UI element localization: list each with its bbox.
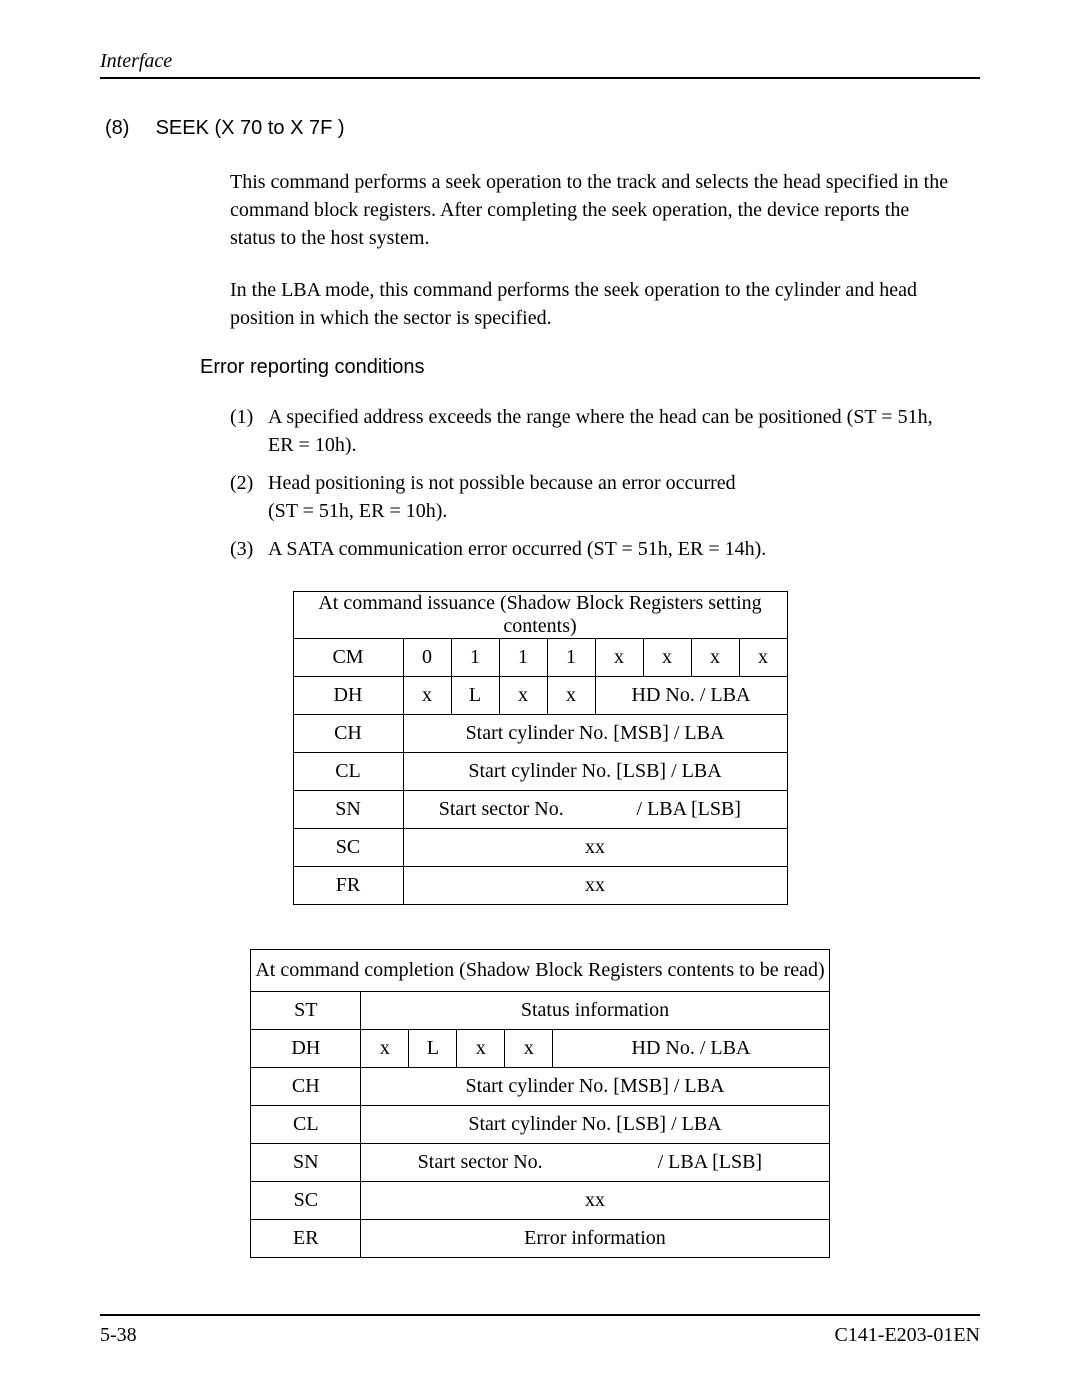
full-cell: xx xyxy=(403,867,787,905)
sn-right: / LBA [LSB] xyxy=(595,798,783,821)
row-label: SN xyxy=(251,1144,361,1182)
table-row: ER Error information xyxy=(251,1220,829,1258)
bit-cell: x xyxy=(457,1030,505,1068)
row-label: CH xyxy=(293,715,403,753)
table-row: SN Start sector No. / LBA [LSB] xyxy=(293,791,787,829)
error-heading: Error reporting conditions xyxy=(200,356,980,379)
bit-cell: x xyxy=(739,639,787,677)
row-label: CL xyxy=(293,753,403,791)
document-id: C141-E203-01EN xyxy=(834,1324,980,1347)
row-label: CL xyxy=(251,1106,361,1144)
bit-cell: 0 xyxy=(403,639,451,677)
table-row: SC xx xyxy=(251,1182,829,1220)
header-title: Interface xyxy=(100,50,172,72)
bit-cell: x xyxy=(595,639,643,677)
row-label: FR xyxy=(293,867,403,905)
paragraph-1: This command performs a seek operation t… xyxy=(230,168,950,252)
row-label: ST xyxy=(251,992,361,1030)
table-row: DH x L x x HD No. / LBA xyxy=(293,677,787,715)
error-list: (1) A specified address exceeds the rang… xyxy=(230,403,950,563)
bit-cell: x xyxy=(361,1030,409,1068)
table-title: At command issuance (Shadow Block Regist… xyxy=(293,592,787,639)
row-label: CM xyxy=(293,639,403,677)
section-title: (8) SEEK (X 70 to X 7F ) xyxy=(105,117,980,140)
bit-cell: x xyxy=(499,677,547,715)
full-cell: Start sector No. / LBA [LSB] xyxy=(403,791,787,829)
table-title-row: At command completion (Shadow Block Regi… xyxy=(251,950,829,992)
bit-cell: x xyxy=(403,677,451,715)
error-text: Head positioning is not possible because… xyxy=(268,469,950,525)
merged-cell: HD No. / LBA xyxy=(595,677,787,715)
row-label: SC xyxy=(293,829,403,867)
full-cell: Status information xyxy=(361,992,829,1030)
table-row: ST Status information xyxy=(251,992,829,1030)
bit-cell: 1 xyxy=(451,639,499,677)
row-label: CH xyxy=(251,1068,361,1106)
full-cell: Start cylinder No. [LSB] / LBA xyxy=(403,753,787,791)
table-row: CH Start cylinder No. [MSB] / LBA xyxy=(293,715,787,753)
row-label: DH xyxy=(251,1030,361,1068)
merged-cell: HD No. / LBA xyxy=(553,1030,829,1068)
table-row: CL Start cylinder No. [LSB] / LBA xyxy=(251,1106,829,1144)
footer: 5-38 C141-E203-01EN xyxy=(100,1314,980,1347)
row-label: ER xyxy=(251,1220,361,1258)
full-cell: Start cylinder No. [LSB] / LBA xyxy=(361,1106,829,1144)
bit-cell: 1 xyxy=(499,639,547,677)
error-text: A specified address exceeds the range wh… xyxy=(268,403,950,459)
bit-cell: L xyxy=(451,677,499,715)
row-label: SN xyxy=(293,791,403,829)
error-item: (1) A specified address exceeds the rang… xyxy=(230,403,950,459)
row-label: SC xyxy=(251,1182,361,1220)
table-row: CM 0 1 1 1 x x x x xyxy=(293,639,787,677)
full-cell: Start cylinder No. [MSB] / LBA xyxy=(361,1068,829,1106)
bit-cell: x xyxy=(691,639,739,677)
table-row: CH Start cylinder No. [MSB] / LBA xyxy=(251,1068,829,1106)
full-cell: xx xyxy=(361,1182,829,1220)
header-bar: Interface xyxy=(100,50,980,79)
table-row: FR xx xyxy=(293,867,787,905)
error-num: (3) xyxy=(230,535,268,563)
sn-left: Start sector No. xyxy=(408,798,596,821)
issuance-table: At command issuance (Shadow Block Regist… xyxy=(293,591,788,905)
error-item: (2) Head positioning is not possible bec… xyxy=(230,469,950,525)
table-row: DH x L x x HD No. / LBA xyxy=(251,1030,829,1068)
section-number: (8) xyxy=(105,117,150,140)
table-title: At command completion (Shadow Block Regi… xyxy=(251,950,829,992)
completion-table: At command completion (Shadow Block Regi… xyxy=(250,949,829,1258)
section-text: SEEK (X 70 to X 7F ) xyxy=(156,117,345,139)
paragraph-2: In the LBA mode, this command performs t… xyxy=(230,276,950,332)
error-num: (2) xyxy=(230,469,268,525)
bit-cell: x xyxy=(643,639,691,677)
error-text: A SATA communication error occurred (ST … xyxy=(268,535,950,563)
table-row: CL Start cylinder No. [LSB] / LBA xyxy=(293,753,787,791)
full-cell: xx xyxy=(403,829,787,867)
row-label: DH xyxy=(293,677,403,715)
page-number: 5-38 xyxy=(100,1324,137,1347)
bit-cell: 1 xyxy=(547,639,595,677)
bit-cell: x xyxy=(547,677,595,715)
full-cell: Error information xyxy=(361,1220,829,1258)
error-num: (1) xyxy=(230,403,268,459)
sn-right: / LBA [LSB] xyxy=(595,1151,825,1174)
table-row: SC xx xyxy=(293,829,787,867)
bit-cell: x xyxy=(505,1030,553,1068)
sn-left: Start sector No. xyxy=(365,1151,595,1174)
error-item: (3) A SATA communication error occurred … xyxy=(230,535,950,563)
table-title-row: At command issuance (Shadow Block Regist… xyxy=(293,592,787,639)
full-cell: Start sector No. / LBA [LSB] xyxy=(361,1144,829,1182)
full-cell: Start cylinder No. [MSB] / LBA xyxy=(403,715,787,753)
table-row: SN Start sector No. / LBA [LSB] xyxy=(251,1144,829,1182)
bit-cell: L xyxy=(409,1030,457,1068)
